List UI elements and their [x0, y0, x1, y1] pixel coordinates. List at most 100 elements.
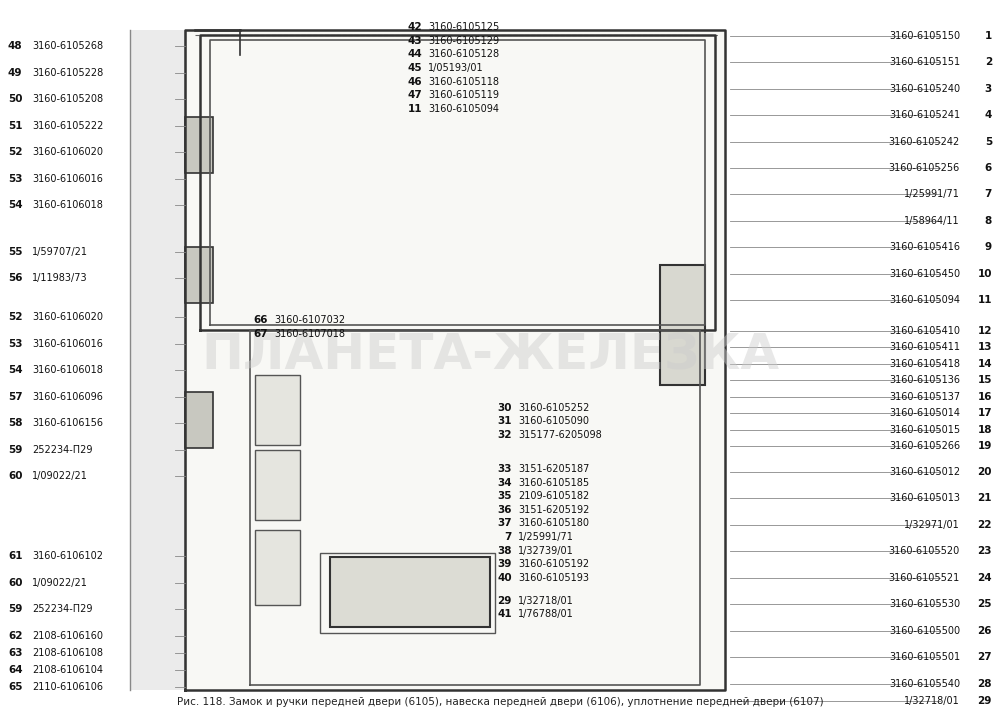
- Text: 25: 25: [978, 599, 992, 609]
- Text: 3160-6105151: 3160-6105151: [889, 57, 960, 67]
- Text: 67: 67: [253, 329, 268, 339]
- Text: 21: 21: [978, 493, 992, 503]
- Text: 1/09022/21: 1/09022/21: [32, 471, 88, 481]
- Text: 28: 28: [978, 679, 992, 689]
- FancyBboxPatch shape: [185, 30, 725, 690]
- Bar: [255, 450, 300, 520]
- Text: 3160-6105015: 3160-6105015: [889, 425, 960, 435]
- Text: 3160-6105540: 3160-6105540: [889, 679, 960, 689]
- Text: 19: 19: [978, 441, 992, 451]
- Text: ПЛАНЕТА-ЖЕЛЕЗКА: ПЛАНЕТА-ЖЕЛЕЗКА: [201, 331, 779, 379]
- Text: 52: 52: [8, 312, 22, 322]
- Text: 12: 12: [978, 326, 992, 336]
- Bar: [130, 30, 185, 690]
- Text: 1/32718/01: 1/32718/01: [518, 596, 574, 606]
- Text: 26: 26: [978, 626, 992, 636]
- Text: 3160-6105240: 3160-6105240: [889, 84, 960, 94]
- Text: 66: 66: [254, 315, 268, 325]
- Text: 3160-6106096: 3160-6106096: [32, 392, 103, 402]
- Text: 52: 52: [8, 147, 22, 157]
- Text: 3160-6105242: 3160-6105242: [889, 137, 960, 147]
- Text: 17: 17: [977, 408, 992, 418]
- Text: 1/32718/01: 1/32718/01: [904, 696, 960, 706]
- Text: 53: 53: [8, 339, 22, 349]
- Text: 35: 35: [498, 491, 512, 501]
- Text: 2: 2: [985, 57, 992, 67]
- Text: 2108-6106160: 2108-6106160: [32, 631, 103, 641]
- Text: 24: 24: [977, 573, 992, 583]
- Text: 54: 54: [8, 365, 23, 375]
- Text: 53: 53: [8, 174, 22, 184]
- Text: 15: 15: [978, 375, 992, 385]
- Text: 3160-6106018: 3160-6106018: [32, 365, 103, 375]
- Text: 1/59707/21: 1/59707/21: [32, 247, 88, 257]
- Text: 3160-6105012: 3160-6105012: [889, 467, 960, 477]
- Text: 2108-6106104: 2108-6106104: [32, 665, 103, 675]
- Text: 3160-6106020: 3160-6106020: [32, 147, 103, 157]
- Bar: [185, 247, 213, 303]
- Text: 60: 60: [8, 471, 22, 481]
- Text: 3160-6105193: 3160-6105193: [518, 573, 589, 583]
- Text: 3160-6105520: 3160-6105520: [889, 546, 960, 556]
- Text: 3160-6105090: 3160-6105090: [518, 416, 589, 426]
- Text: 2109-6105182: 2109-6105182: [518, 491, 589, 501]
- Text: 29: 29: [978, 696, 992, 706]
- Text: 3160-6105014: 3160-6105014: [889, 408, 960, 418]
- Text: Рис. 118. Замок и ручки передней двери (6105), навеска передней двери (6106), уп: Рис. 118. Замок и ручки передней двери (…: [177, 697, 823, 707]
- Text: 7: 7: [985, 189, 992, 199]
- Text: 42: 42: [407, 22, 422, 32]
- Text: 11: 11: [408, 104, 422, 114]
- Text: 56: 56: [8, 273, 22, 283]
- Text: 40: 40: [497, 573, 512, 583]
- Text: 3151-6205187: 3151-6205187: [518, 464, 589, 474]
- Text: 57: 57: [8, 392, 23, 402]
- Text: 47: 47: [407, 90, 422, 100]
- Text: 3160-6106102: 3160-6106102: [32, 551, 103, 561]
- Text: 1/32739/01: 1/32739/01: [518, 546, 574, 556]
- Text: 3160-6105125: 3160-6105125: [428, 22, 499, 32]
- Text: 60: 60: [8, 578, 22, 588]
- Text: 3160-6105118: 3160-6105118: [428, 77, 499, 87]
- Text: 62: 62: [8, 631, 22, 641]
- Text: 59: 59: [8, 445, 22, 455]
- Text: 14: 14: [977, 359, 992, 369]
- Text: 3160-6105410: 3160-6105410: [889, 326, 960, 336]
- Text: 3151-6205192: 3151-6205192: [518, 505, 589, 515]
- Text: 3160-6105252: 3160-6105252: [518, 403, 589, 413]
- Text: 58: 58: [8, 418, 22, 428]
- Text: 3160-6105530: 3160-6105530: [889, 599, 960, 609]
- Text: 1/05193/01: 1/05193/01: [428, 63, 484, 73]
- Text: 39: 39: [498, 559, 512, 569]
- Text: 64: 64: [8, 665, 23, 675]
- Text: 3160-6105137: 3160-6105137: [889, 392, 960, 402]
- Text: 3160-6105266: 3160-6105266: [889, 441, 960, 451]
- Text: 31: 31: [498, 416, 512, 426]
- Text: 20: 20: [978, 467, 992, 477]
- Text: 3160-6105129: 3160-6105129: [428, 36, 499, 46]
- Text: 3160-6105150: 3160-6105150: [889, 31, 960, 41]
- Text: 23: 23: [978, 546, 992, 556]
- Text: 48: 48: [8, 41, 23, 51]
- Text: 45: 45: [407, 63, 422, 73]
- Text: 3160-6105500: 3160-6105500: [889, 626, 960, 636]
- Text: 46: 46: [407, 77, 422, 87]
- Text: 252234-П29: 252234-П29: [32, 445, 92, 455]
- Text: 3160-6105094: 3160-6105094: [428, 104, 499, 114]
- Text: 49: 49: [8, 68, 22, 78]
- Text: 8: 8: [985, 216, 992, 226]
- Text: 44: 44: [407, 49, 422, 59]
- Text: 2108-6106108: 2108-6106108: [32, 648, 103, 658]
- Text: 63: 63: [8, 648, 22, 658]
- Text: 3160-6105222: 3160-6105222: [32, 121, 103, 131]
- Text: 1/11983/73: 1/11983/73: [32, 273, 88, 283]
- Text: 3160-6105241: 3160-6105241: [889, 110, 960, 120]
- Text: 3160-6105256: 3160-6105256: [889, 163, 960, 173]
- Text: 3160-6105228: 3160-6105228: [32, 68, 103, 78]
- Text: 3160-6107032: 3160-6107032: [274, 315, 345, 325]
- Bar: [255, 375, 300, 445]
- Text: 9: 9: [985, 242, 992, 252]
- Text: 51: 51: [8, 121, 22, 131]
- Text: 1/09022/21: 1/09022/21: [32, 578, 88, 588]
- Text: 3160-6105450: 3160-6105450: [889, 269, 960, 279]
- Text: 3: 3: [985, 84, 992, 94]
